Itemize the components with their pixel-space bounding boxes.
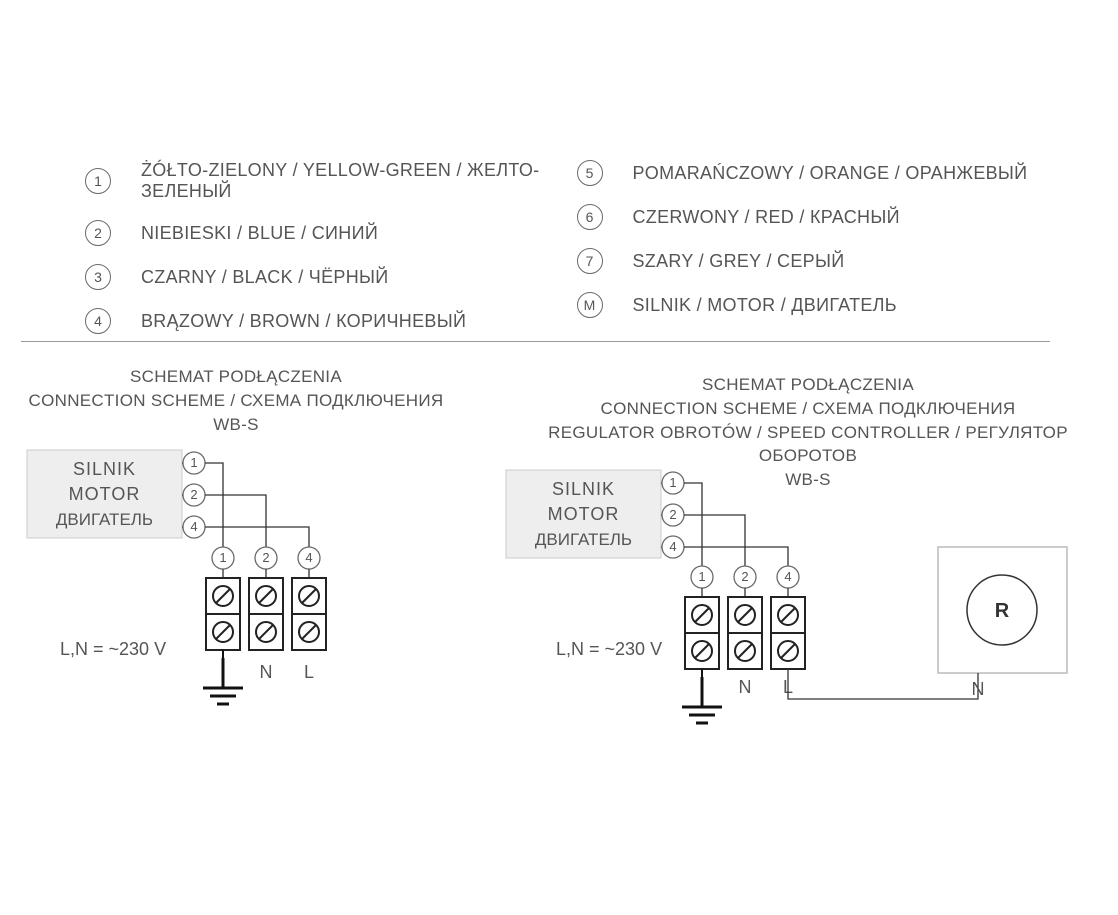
svg-text:2: 2 [669,507,676,522]
svg-text:4: 4 [305,550,312,565]
svg-text:MOTOR: MOTOR [69,484,141,504]
svg-text:L,N = ~230 V: L,N = ~230 V [556,639,662,659]
svg-text:4: 4 [669,539,676,554]
svg-text:SILNIK: SILNIK [73,459,136,479]
svg-text:1: 1 [190,455,197,470]
svg-text:N: N [972,679,985,699]
svg-text:SILNIK: SILNIK [552,479,615,499]
svg-text:R: R [995,600,1010,622]
svg-text:4: 4 [784,569,791,584]
svg-text:2: 2 [741,569,748,584]
svg-text:1: 1 [669,475,676,490]
svg-text:N: N [739,677,752,697]
svg-text:N: N [260,662,273,682]
svg-text:2: 2 [262,550,269,565]
svg-text:ДВИГАТЕЛЬ: ДВИГАТЕЛЬ [56,510,153,529]
wiring-diagram-svg: SILNIK MOTOR ДВИГАТЕЛЬ 1 2 4 1 2 4 N L L,N = ~230 V… [0,0,1118,915]
svg-text:4: 4 [190,519,197,534]
svg-text:1: 1 [698,569,705,584]
svg-text:L: L [304,662,314,682]
svg-text:ДВИГАТЕЛЬ: ДВИГАТЕЛЬ [535,530,632,549]
svg-text:MOTOR: MOTOR [548,504,620,524]
svg-text:2: 2 [190,487,197,502]
svg-text:L,N = ~230 V: L,N = ~230 V [60,639,166,659]
svg-text:1: 1 [219,550,226,565]
